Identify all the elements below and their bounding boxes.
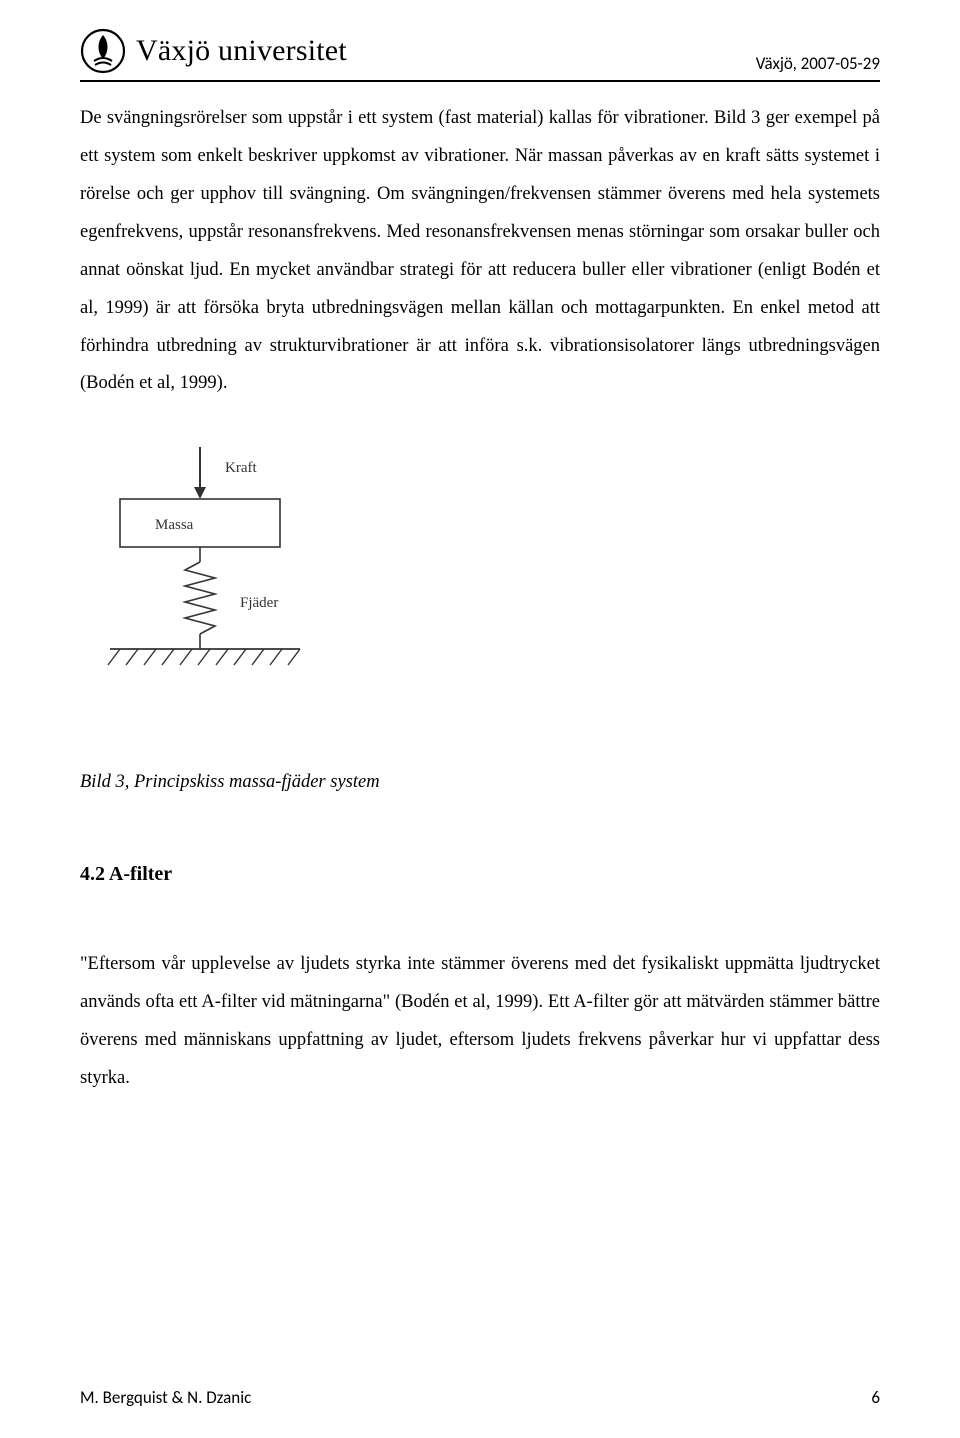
label-fjader: Fjäder xyxy=(240,595,278,611)
mass-spring-diagram-icon: Kraft Massa Fjäder xyxy=(80,437,340,697)
logo-block: Växjö universitet xyxy=(80,28,347,74)
page-header: Växjö universitet Växjö, 2007-05-29 xyxy=(80,28,880,82)
university-name: Växjö universitet xyxy=(136,34,347,68)
university-logo-icon xyxy=(80,28,126,74)
header-date: Växjö, 2007-05-29 xyxy=(756,53,880,74)
paragraph-2: "Eftersom vår upplevelse av ljudets styr… xyxy=(80,946,880,1098)
label-kraft: Kraft xyxy=(225,460,257,476)
footer-page-number: 6 xyxy=(871,1387,880,1408)
page-footer: M. Bergquist & N. Dzanic 6 xyxy=(80,1387,880,1408)
figure-caption: Bild 3, Principskiss massa-fjäder system xyxy=(80,772,880,793)
section-heading-4-2: 4.2 A-filter xyxy=(80,863,880,886)
paragraph-1: De svängningsrörelser som uppstår i ett … xyxy=(80,100,880,403)
footer-authors: M. Bergquist & N. Dzanic xyxy=(80,1387,251,1408)
figure-mass-spring: Kraft Massa Fjäder xyxy=(80,437,880,702)
label-massa: Massa xyxy=(155,517,194,533)
